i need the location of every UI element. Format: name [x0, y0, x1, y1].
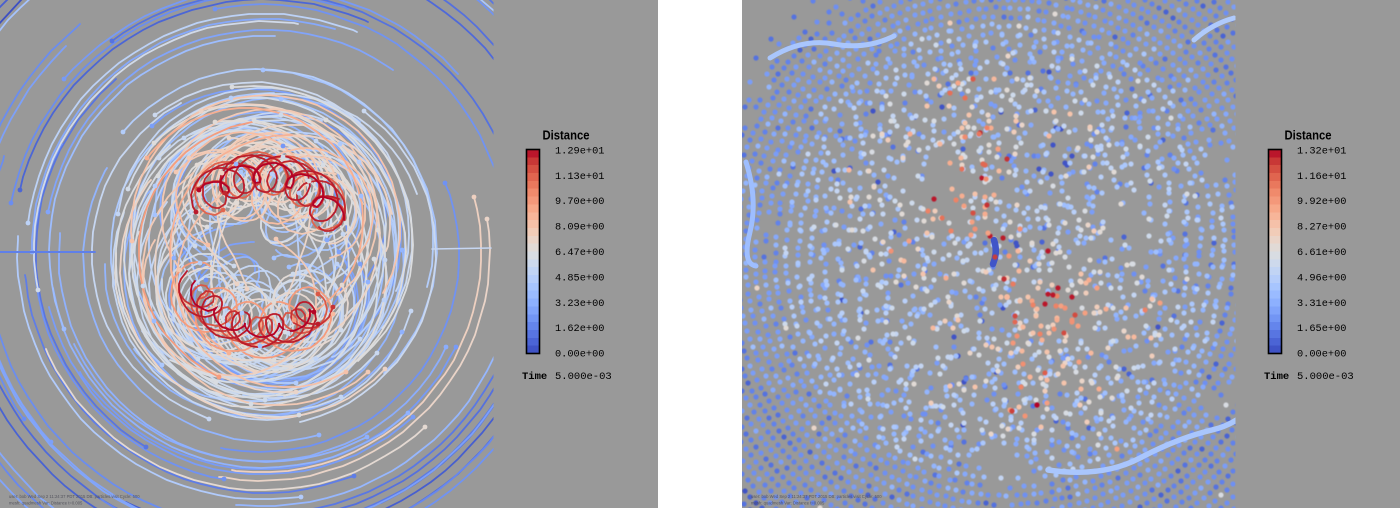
- svg-text:6.61e+00: 6.61e+00: [1297, 247, 1346, 259]
- svg-text:Time: Time: [1264, 371, 1289, 383]
- svg-text:4.85e+00: 4.85e+00: [555, 272, 604, 284]
- svg-text:5.000e-03: 5.000e-03: [1297, 371, 1354, 383]
- svg-text:1.62e+00: 1.62e+00: [555, 323, 604, 335]
- svg-text:5.000e-03: 5.000e-03: [555, 371, 612, 383]
- svg-text:1.13e+01: 1.13e+01: [555, 171, 604, 183]
- svg-text:4.96e+00: 4.96e+00: [1297, 272, 1346, 284]
- svg-text:1.16e+01: 1.16e+01: [1297, 171, 1346, 183]
- svg-text:6.47e+00: 6.47e+00: [555, 247, 604, 259]
- svg-text:user: bob Wed Sep 2 11:24:37: user: bob Wed Sep 2 11:24:37 PDT 2015 DB…: [751, 494, 882, 499]
- svg-text:Distance: Distance: [1285, 129, 1332, 143]
- svg-text:9.92e+00: 9.92e+00: [1297, 196, 1346, 208]
- svg-text:user: bob Wed Sep 2 11:24:37: user: bob Wed Sep 2 11:24:37 PDT 2015 DB…: [9, 494, 140, 499]
- svg-text:8.27e+00: 8.27e+00: [1297, 222, 1346, 234]
- svg-text:1.65e+00: 1.65e+00: [1297, 323, 1346, 335]
- svg-text:9.70e+00: 9.70e+00: [555, 196, 604, 208]
- svg-text:Time: Time: [522, 371, 547, 383]
- svg-text:Distance: Distance: [543, 129, 590, 143]
- svg-text:mesh: quadmesh Var: Distance: mesh: quadmesh Var: Distance t=0.005: [9, 501, 83, 506]
- svg-text:0.00e+00: 0.00e+00: [1297, 349, 1346, 361]
- svg-text:mesh: quadmesh Var: Distance: mesh: quadmesh Var: Distance t=0.005: [751, 501, 825, 506]
- svg-text:3.31e+00: 3.31e+00: [1297, 298, 1346, 310]
- svg-text:3.23e+00: 3.23e+00: [555, 298, 604, 310]
- svg-text:1.29e+01: 1.29e+01: [555, 146, 604, 158]
- svg-text:8.09e+00: 8.09e+00: [555, 222, 604, 234]
- svg-text:1.32e+01: 1.32e+01: [1297, 146, 1346, 158]
- svg-text:0.00e+00: 0.00e+00: [555, 349, 604, 361]
